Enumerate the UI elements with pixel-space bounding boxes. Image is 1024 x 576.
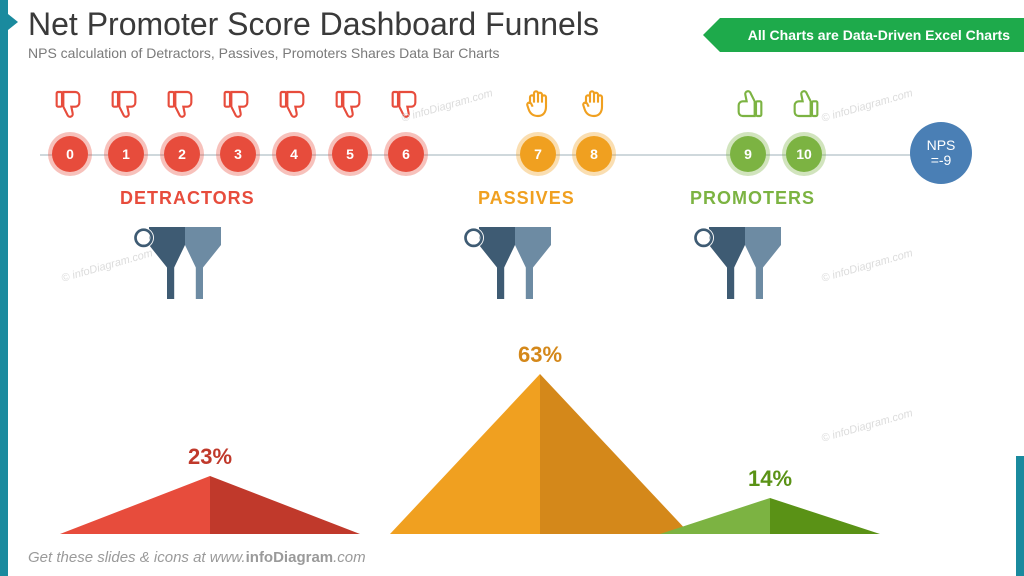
passives-funnel-icon bbox=[460, 218, 570, 308]
pyramid-2 bbox=[660, 498, 880, 534]
watermark: © infoDiagram.com bbox=[820, 247, 914, 285]
thumb-down-icon bbox=[54, 88, 86, 120]
pyramid-1 bbox=[390, 374, 690, 534]
nps-value: =-9 bbox=[931, 153, 952, 168]
pyramid-label-0: 23% bbox=[170, 444, 250, 470]
promoters-label: PROMOTERS bbox=[690, 188, 815, 209]
promoters-funnel-icon bbox=[690, 218, 800, 308]
nps-result-badge: NPS =-9 bbox=[910, 122, 972, 184]
score-0: 0 bbox=[52, 136, 88, 172]
page-subtitle: NPS calculation of Detractors, Passives,… bbox=[28, 45, 599, 61]
nps-scale: 0123456 78 9 10 NPS =-9 bbox=[30, 136, 994, 176]
thumb-down-icon bbox=[390, 88, 422, 120]
detractors-funnel-icon bbox=[130, 218, 240, 308]
ribbon-text: All Charts are Data-Driven Excel Charts bbox=[748, 27, 1010, 43]
pyramid-chart-area: 23% 63% 14% bbox=[30, 354, 994, 534]
nps-label: NPS bbox=[927, 138, 956, 153]
hand-icon bbox=[522, 88, 554, 120]
left-accent-bar bbox=[0, 0, 8, 576]
thumb-down-icon bbox=[334, 88, 366, 120]
thumb-up-icon bbox=[788, 88, 820, 120]
score-5: 5 bbox=[332, 136, 368, 172]
pyramid-0 bbox=[60, 476, 360, 534]
score-6: 6 bbox=[388, 136, 424, 172]
ribbon-banner: All Charts are Data-Driven Excel Charts bbox=[720, 18, 1024, 52]
thumb-down-icon bbox=[278, 88, 310, 120]
detractors-label: DETRACTORS bbox=[120, 188, 255, 209]
score-7: 7 bbox=[520, 136, 556, 172]
score-9: 9 bbox=[730, 136, 766, 172]
score-8: 8 bbox=[576, 136, 612, 172]
footer-text: Get these slides & icons at www.infoDiag… bbox=[28, 549, 366, 566]
thumb-down-icon bbox=[166, 88, 198, 120]
header: Net Promoter Score Dashboard Funnels NPS… bbox=[28, 6, 599, 61]
thumb-up-icon bbox=[732, 88, 764, 120]
thumb-down-icon bbox=[222, 88, 254, 120]
pyramid-label-1: 63% bbox=[500, 342, 580, 368]
segment-icon-row bbox=[30, 88, 994, 128]
score-3: 3 bbox=[220, 136, 256, 172]
left-accent-notch bbox=[8, 14, 18, 30]
page-title: Net Promoter Score Dashboard Funnels bbox=[28, 6, 599, 43]
score-10: 10 bbox=[786, 136, 822, 172]
score-2: 2 bbox=[164, 136, 200, 172]
hand-icon bbox=[578, 88, 610, 120]
pyramid-label-2: 14% bbox=[730, 466, 810, 492]
thumb-down-icon bbox=[110, 88, 142, 120]
score-1: 1 bbox=[108, 136, 144, 172]
passives-label: PASSIVES bbox=[478, 188, 575, 209]
score-4: 4 bbox=[276, 136, 312, 172]
right-accent-bar bbox=[1016, 456, 1024, 576]
